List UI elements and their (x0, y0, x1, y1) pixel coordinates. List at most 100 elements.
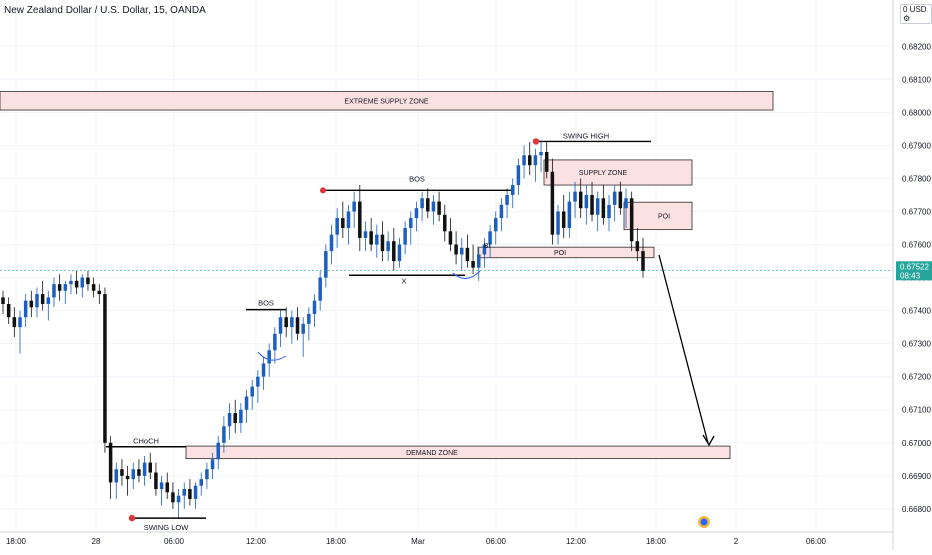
candle-body (375, 234, 379, 245)
y-tick-label: 0.67100 (902, 406, 931, 415)
supply-zone-label: SUPPLY ZONE (579, 170, 628, 177)
candle-body (142, 462, 147, 476)
candle-body (403, 228, 407, 245)
candle-body (210, 459, 215, 470)
candle-body (346, 211, 351, 228)
candle-body (499, 204, 504, 219)
candle-body (493, 218, 498, 232)
x-tick-label: Mar (411, 537, 425, 546)
candle-body (23, 300, 28, 318)
demand-zone-label: DEMAND ZONE (406, 450, 458, 457)
candle-body (448, 231, 453, 245)
y-tick-label: 0.67600 (902, 241, 931, 250)
candle-body (171, 492, 175, 503)
supply-zone (543, 159, 693, 186)
candle-body (465, 247, 470, 262)
x-tick-label: 06:00 (806, 537, 827, 546)
y-tick-label: 0.68200 (902, 42, 931, 51)
candle-body (125, 475, 130, 480)
poi-zone-lower-label: POI (554, 250, 566, 257)
candle-body (556, 211, 560, 235)
candle-body (114, 469, 119, 483)
candle-body (148, 462, 153, 473)
candle-body (369, 231, 373, 245)
candle-body (443, 214, 447, 232)
candle-body (137, 469, 141, 476)
currency-selector[interactable]: 0 USD ⚙ (900, 4, 932, 24)
x-tick-label: 18:00 (646, 537, 667, 546)
candle-body (358, 201, 362, 238)
candle-layer (1, 142, 645, 519)
candle-body (544, 152, 549, 172)
candle-body (97, 290, 102, 295)
candle-body (590, 194, 594, 215)
candle-body (471, 261, 475, 268)
y-tick-label: 0.67400 (902, 307, 931, 316)
projection-arrow-head (702, 434, 715, 447)
candle-body (176, 495, 181, 503)
candle-body (29, 300, 34, 308)
x-tick-label: 18:00 (326, 537, 347, 546)
x-marker-label: X (401, 276, 406, 285)
candle-body (380, 234, 385, 252)
candle-body (267, 350, 271, 364)
y-tick-label: 0.66900 (902, 472, 931, 481)
candle-body (57, 284, 62, 291)
candle-body (510, 185, 515, 195)
candle-body (635, 241, 640, 252)
candle-body (397, 244, 402, 262)
candle-body (12, 317, 17, 328)
candle-body (40, 294, 45, 304)
candle-body (216, 442, 220, 460)
candle-body (414, 208, 419, 219)
candle-body (476, 254, 481, 268)
candle-body (188, 489, 192, 499)
candle-body (409, 218, 413, 228)
candle-body (488, 231, 492, 245)
candle-body (386, 241, 390, 252)
candle-body (91, 284, 96, 291)
candle-body (290, 317, 294, 328)
candle-body (1, 297, 5, 304)
candle-body (431, 201, 436, 212)
candle-body (352, 201, 356, 212)
candle-body (35, 294, 39, 308)
candle-body (46, 297, 51, 304)
candle-body (312, 300, 317, 314)
candle-body (539, 152, 543, 156)
bos-lower-label: BOS (258, 299, 274, 308)
candle-body (103, 294, 107, 443)
candle-body (567, 201, 572, 228)
candle-body (74, 280, 79, 288)
bi-marker-label: BI (483, 241, 490, 250)
candle-body (80, 277, 85, 288)
extreme-supply-zone (0, 91, 774, 111)
candle-body (420, 198, 424, 209)
x-tick-label: 28 (92, 537, 101, 546)
y-tick-label: 0.67800 (902, 174, 931, 183)
swing-low-label: SWING LOW (144, 523, 190, 532)
x-tick-label: 18:00 (6, 537, 27, 546)
liquidity-arc-1 (257, 351, 287, 361)
candle-body (584, 194, 589, 209)
candle-body (159, 482, 164, 490)
y-tick-label: 0.67200 (902, 373, 931, 382)
candle-body (256, 376, 260, 387)
candle-body (69, 280, 73, 285)
candle-body (601, 198, 606, 219)
y-tick-label: 0.67900 (902, 141, 931, 150)
chart-title: New Zealand Dollar / U.S. Dollar, 15, OA… (4, 5, 206, 16)
x-tick-label: 12:00 (246, 537, 267, 546)
candle-body (426, 198, 430, 212)
candle-body (578, 191, 583, 209)
candle-body (18, 317, 22, 328)
candle-body (624, 198, 628, 209)
liquidity-arc-2 (452, 270, 481, 279)
candle-body (437, 201, 441, 215)
candle-body (307, 313, 311, 324)
candle-body (612, 191, 617, 205)
poi-zone-upper (623, 201, 693, 231)
x-tick-label: 06:00 (164, 537, 185, 546)
